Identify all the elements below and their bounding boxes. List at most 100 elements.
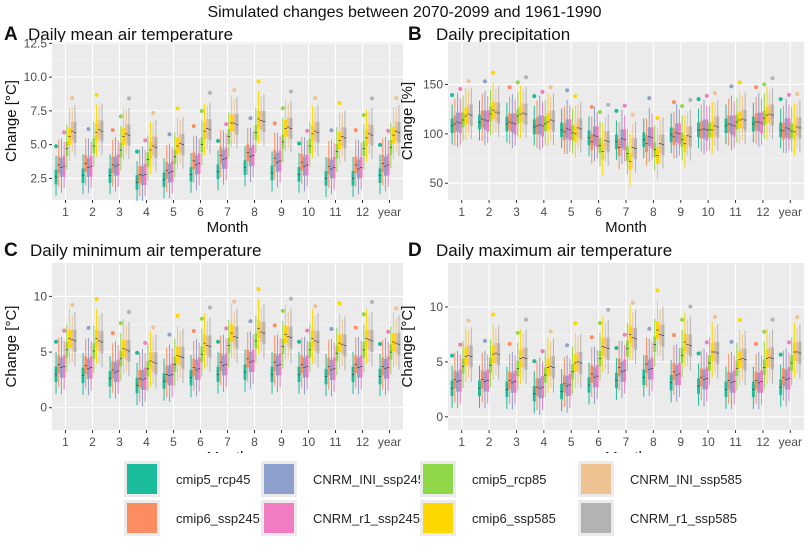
x-tick-label: 7 [224, 435, 231, 449]
box-cmip6_ssp585-3 [122, 319, 125, 375]
box-CNRM_INI_ssp245-year [784, 98, 788, 154]
outlier [288, 89, 293, 94]
box-cmip5_rcp45-2 [81, 154, 85, 195]
box-CNRM_r1_ssp245-11 [732, 101, 736, 148]
outlier [589, 105, 594, 110]
x-tick-label: 5 [568, 205, 575, 219]
box-cmip6_ssp585-9 [683, 312, 687, 368]
outlier [70, 303, 75, 308]
box-CNRM_INI_ssp585-3 [124, 110, 128, 155]
box-CNRM_INI_ssp585-7 [630, 300, 635, 360]
box-CNRM_r1_ssp585-12 [770, 317, 775, 384]
box-CNRM_INI_ssp245-6 [593, 106, 596, 161]
outlier [762, 82, 767, 87]
box-CNRM_INI_ssp245-7 [620, 340, 624, 399]
x-tick-label: year [779, 435, 802, 449]
legend-swatch [581, 503, 611, 533]
box-cmip6_ssp585-12 [765, 86, 769, 140]
box-CNRM_INI_ssp585-7 [232, 299, 237, 359]
box-cmip5_rcp45-3 [108, 154, 112, 195]
box-CNRM_INI_ssp245-3 [114, 137, 117, 192]
outlier [614, 108, 619, 113]
box-cmip6_ssp245-12 [353, 325, 358, 388]
box-CNRM_INI_ssp245-year [384, 337, 387, 396]
x-tick-label: 1 [62, 435, 69, 449]
box-CNRM_INI_ssp245-6 [195, 339, 198, 397]
box-CNRM_r1_ssp245-4 [143, 138, 148, 197]
box-CNRM_r1_ssp585-7 [634, 309, 638, 365]
outlier [135, 149, 140, 154]
box-CNRM_INI_ssp585-1 [466, 79, 471, 135]
box-CNRM_r1_ssp245-12 [760, 355, 763, 405]
legend-label: CNRM_r1_ssp245 [313, 511, 420, 526]
x-tick-label: 11 [329, 205, 342, 219]
box-CNRM_r1_ssp245-year [386, 329, 391, 391]
outlier [507, 85, 512, 90]
x-tick-label: 2 [89, 205, 96, 219]
legend-label: CNRM_INI_ssp245 [313, 472, 425, 487]
x-tick-label: 12 [356, 435, 370, 449]
box-CNRM_INI_ssp245-7 [620, 109, 624, 164]
outlier [305, 128, 310, 133]
box-CNRM_INI_ssp245-1 [456, 92, 460, 148]
box-cmip5_rcp45-year [778, 352, 783, 407]
outlier [272, 323, 277, 328]
box-CNRM_r1_ssp245-4 [540, 89, 545, 148]
y-tick-label: 0 [40, 401, 47, 415]
outlier [778, 97, 783, 102]
box-cmip6_ssp245-2 [480, 93, 484, 141]
y-tick-label: 10 [430, 300, 444, 314]
panel-letter: D [408, 240, 422, 261]
outlier [573, 321, 578, 326]
box-CNRM_r1_ssp585-9 [688, 97, 693, 161]
box-CNRM_INI_ssp245-11 [329, 128, 334, 195]
box-CNRM_INI_ssp245-3 [114, 341, 117, 399]
y-tick-label: 5 [40, 345, 47, 359]
legend-item-CNRM_r1_ssp585: CNRM_r1_ssp585 [578, 500, 737, 536]
box-cmip6_ssp245-1 [57, 337, 61, 388]
outlier [272, 121, 277, 126]
box-cmip6_ssp585-1 [464, 326, 468, 382]
box-CNRM_r1_ssp585-4 [154, 334, 158, 389]
box-cmip6_ssp245-2 [84, 338, 88, 389]
box-CNRM_INI_ssp245-8 [647, 326, 652, 397]
x-axis-label: Month [605, 219, 647, 236]
box-CNRM_r1_ssp585-9 [288, 89, 293, 153]
box-CNRM_r1_ssp245-4 [540, 349, 545, 411]
outlier [248, 116, 253, 121]
box-cmip5_rcp45-3 [505, 366, 509, 409]
x-tick-label: 9 [677, 205, 684, 219]
box-cmip5_rcp45-11 [324, 354, 328, 397]
box-CNRM_INI_ssp585-1 [70, 303, 75, 362]
outlier [175, 313, 180, 318]
box-CNRM_r1_ssp245-2 [486, 354, 490, 404]
box-cmip6_ssp585-8 [655, 115, 660, 180]
legend-background [116, 453, 706, 539]
box-CNRM_r1_ssp585-5 [181, 328, 185, 383]
box-CNRM_INI_ssp245-2 [482, 338, 487, 409]
outlier [207, 305, 212, 310]
box-cmip6_ssp245-5 [165, 145, 169, 193]
box-CNRM_INI_ssp585-4 [548, 329, 553, 389]
y-tick-label: 150 [423, 77, 443, 91]
outlier [795, 91, 800, 96]
box-CNRM_r1_ssp245-4 [143, 340, 148, 402]
box-cmip6_ssp585-5 [573, 94, 578, 158]
box-CNRM_INI_ssp245-10 [702, 99, 706, 155]
box-CNRM_r1_ssp585-year [798, 324, 802, 379]
outlier [482, 338, 487, 343]
box-CNRM_INI_ssp585-12 [768, 90, 772, 135]
outlier [337, 101, 342, 106]
box-CNRM_r1_ssp585-7 [235, 97, 239, 149]
box-CNRM_r1_ssp585-10 [716, 324, 720, 379]
box-cmip6_ssp245-3 [110, 128, 115, 187]
box-cmip6_ssp585-5 [175, 106, 180, 171]
box-cmip6_ssp585-year [392, 312, 395, 368]
outlier [353, 128, 358, 133]
box-CNRM_INI_ssp245-1 [60, 138, 63, 193]
box-cmip6_ssp245-2 [480, 352, 484, 403]
box-CNRM_r1_ssp585-8 [262, 304, 266, 359]
box-CNRM_INI_ssp245-5 [565, 88, 570, 155]
outlier [482, 79, 487, 84]
